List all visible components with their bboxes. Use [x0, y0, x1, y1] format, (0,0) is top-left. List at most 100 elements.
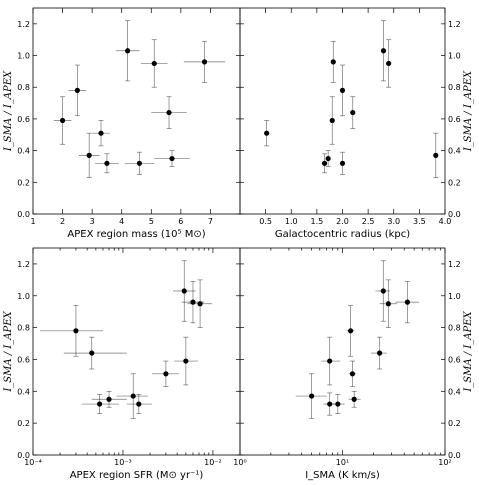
point-marker — [376, 350, 383, 356]
point-marker — [349, 371, 356, 377]
data-point — [40, 304, 104, 357]
y-tick-label: 1.0 — [448, 52, 461, 61]
y-tick-label: 0.6 — [448, 355, 461, 364]
y-tick-label: 0.8 — [17, 83, 30, 92]
data-point — [264, 120, 270, 147]
x-tick-label: 3.5 — [413, 217, 426, 226]
y-axis-label: I_SMA / I_APEX — [3, 70, 14, 152]
x-tick-label: 5 — [149, 217, 154, 226]
data-point — [68, 64, 87, 117]
point-marker — [106, 396, 112, 402]
point-marker — [350, 109, 356, 116]
point-marker — [327, 358, 333, 364]
plot-frame — [32, 247, 241, 456]
data-point — [63, 336, 127, 370]
point-marker — [151, 60, 157, 67]
point-marker — [264, 130, 270, 136]
y-tick-label: 1.0 — [17, 292, 30, 301]
y-axis-label: I_SMA / I_APEX — [3, 310, 14, 392]
x-tick-label: 10⁻² — [204, 458, 222, 467]
x-tick-label: 6 — [178, 217, 183, 226]
x-tick-label: 3 — [90, 217, 95, 226]
x-axis-label: I_SMA (K km/s) — [305, 470, 380, 481]
point-marker — [169, 155, 175, 162]
data-point — [348, 390, 361, 408]
panel-2: 0.0 0.2 0.4 0.6 0.8 1.0 1.2 0.5 1.0 1.5 2.0 2.5 3.0 3… — [239, 7, 474, 240]
point-marker — [73, 328, 79, 334]
data-point — [95, 153, 119, 174]
data-point — [321, 153, 328, 174]
point-marker — [385, 301, 391, 307]
point-marker — [166, 109, 172, 116]
point-marker — [351, 396, 357, 402]
point-marker — [59, 117, 66, 124]
point-marker — [309, 393, 315, 399]
data-point — [140, 39, 168, 88]
plot-frame — [32, 7, 241, 215]
point-marker — [329, 117, 335, 124]
y-tick-label: 0.0 — [17, 210, 30, 219]
point-marker — [201, 59, 208, 65]
point-marker — [330, 59, 336, 65]
panel-4: 0.0 0.2 0.4 0.6 0.8 1.0 1.2 10⁰ 10¹ 10² I_SMA (K k… — [233, 247, 474, 481]
data-point — [329, 394, 345, 414]
data-point — [151, 96, 187, 129]
data-point — [321, 336, 341, 386]
point-marker — [86, 152, 92, 158]
y-tick-label: 1.2 — [448, 260, 461, 269]
data-point — [395, 281, 420, 324]
y-tick-label: 0.2 — [448, 419, 461, 428]
point-marker — [104, 160, 110, 166]
y-tick-label: 0.2 — [17, 419, 30, 428]
x-tick-label: 1 — [30, 217, 35, 226]
y-tick-label: 0.0 — [448, 451, 461, 460]
data-point — [151, 360, 180, 387]
x-tick-label: 10⁻⁴ — [24, 458, 42, 467]
x-tick-label: 1.5 — [311, 217, 324, 226]
x-axis-label: APEX region SFR (M⊙ yr⁻¹) — [70, 470, 204, 481]
y-tick-label: 1.0 — [17, 52, 30, 61]
point-marker — [380, 48, 387, 54]
point-marker — [380, 288, 386, 294]
point-marker — [136, 401, 142, 407]
point-marker — [130, 393, 136, 399]
x-tick-label: 10⁰ — [233, 458, 246, 467]
data-point — [330, 40, 336, 83]
data-point — [78, 132, 100, 178]
point-marker — [98, 130, 104, 136]
data-point — [380, 20, 387, 82]
data-point — [371, 336, 387, 370]
point-marker — [97, 401, 103, 407]
data-point — [124, 151, 155, 175]
x-tick-label: 2 — [60, 217, 65, 226]
data-point — [339, 151, 346, 175]
x-tick-label: 10² — [438, 458, 451, 467]
point-marker — [339, 87, 346, 93]
y-tick-label: 0.8 — [448, 83, 461, 92]
y-tick-label: 1.2 — [448, 20, 461, 29]
x-tick-label: 4 — [119, 217, 124, 226]
x-tick-label: 2.0 — [336, 217, 349, 226]
y-tick-label: 0.4 — [448, 387, 461, 396]
data-point — [126, 394, 152, 414]
y-tick-label: 1.0 — [448, 292, 461, 301]
x-axis-label: Galactocentric radius (kpc) — [275, 229, 410, 240]
x-axis-label: APEX region mass (10⁵ M⊙) — [67, 229, 205, 240]
point-marker — [197, 301, 203, 307]
x-tick-label: 0.5 — [259, 217, 272, 226]
y-tick-label: 0.2 — [17, 178, 30, 187]
point-marker — [348, 328, 354, 334]
point-marker — [183, 358, 189, 364]
data-point — [339, 64, 346, 117]
point-marker — [136, 160, 143, 166]
data-point — [115, 20, 140, 82]
data-point — [81, 394, 119, 414]
x-tick-label: 4.0 — [439, 217, 452, 226]
y-tick-label: 0.2 — [448, 178, 461, 187]
data-point — [346, 304, 355, 357]
data-point — [295, 373, 327, 419]
y-tick-label: 0.6 — [17, 115, 30, 124]
data-point — [154, 150, 190, 167]
